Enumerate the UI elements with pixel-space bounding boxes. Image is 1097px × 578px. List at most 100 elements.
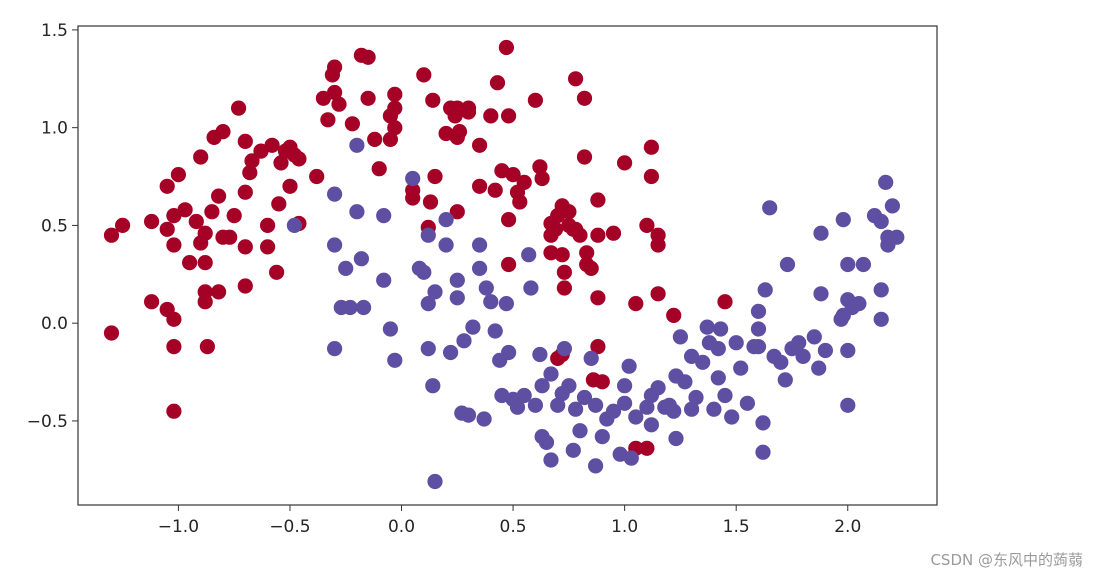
scatter-point-class-0: [182, 255, 198, 271]
scatter-point-class-0: [590, 227, 606, 243]
scatter-point-class-1: [338, 260, 354, 276]
scatter-point-class-0: [103, 325, 120, 341]
scatter-point-class-0: [666, 307, 682, 323]
x-axis: −1.0 −0.5 0.0 0.5 1.0 1.5 2.0: [158, 505, 861, 537]
scatter-point-class-1: [699, 319, 715, 335]
y-tick-label: −0.5: [27, 412, 68, 432]
scatter-point-class-1: [534, 378, 550, 394]
scatter-point-class-1: [478, 280, 494, 296]
scatter-point-class-1: [572, 423, 588, 439]
scatter-point-class-1: [617, 395, 633, 411]
scatter-point-class-0: [222, 229, 238, 245]
scatter-point-class-1: [472, 260, 488, 276]
scatter-point-class-1: [543, 452, 559, 468]
scatter-point-class-0: [166, 339, 182, 355]
scatter-point-class-1: [327, 186, 343, 202]
scatter-point-class-1: [688, 389, 704, 406]
scatter-point-class-0: [144, 294, 160, 310]
scatter-point-class-1: [501, 344, 517, 361]
scatter-point-class-1: [777, 372, 793, 388]
scatter-point-class-1: [527, 397, 544, 413]
scatter-point-class-1: [387, 352, 403, 368]
scatter-point-class-1: [443, 344, 459, 361]
scatter-point-class-0: [204, 204, 220, 220]
scatter-point-class-0: [498, 39, 514, 56]
scatter-point-class-1: [498, 296, 514, 312]
scatter-point-class-0: [512, 194, 528, 210]
scatter-point-class-1: [750, 339, 767, 355]
scatter-point-class-1: [588, 397, 604, 413]
scatter-point-class-1: [487, 323, 503, 339]
scatter-point-class-1: [739, 395, 756, 411]
scatter-point-class-0: [159, 178, 175, 194]
scatter-point-class-1: [813, 286, 829, 302]
scatter-point-class-0: [244, 153, 260, 169]
scatter-point-class-1: [594, 429, 610, 445]
scatter-point-class-1: [472, 237, 488, 253]
scatter-point-class-0: [590, 192, 606, 208]
scatter-point-class-0: [237, 239, 253, 255]
scatter-point-class-1: [878, 174, 894, 190]
scatter-point-class-0: [159, 221, 175, 237]
scatter-point-class-0: [197, 255, 213, 271]
scatter-point-class-0: [572, 227, 588, 243]
y-axis: −0.5 0.0 0.5 1.0 1.5: [27, 21, 78, 432]
scatter-point-class-0: [556, 264, 573, 280]
scatter-point-class-1: [873, 213, 889, 230]
scatter-point-class-1: [543, 366, 559, 382]
scatter-point-class-1: [813, 225, 829, 241]
scatter-point-class-0: [556, 280, 573, 296]
scatter-point-class-1: [811, 360, 827, 376]
scatter-point-class-1: [449, 272, 465, 288]
scatter-point-class-1: [757, 282, 773, 298]
scatter-point-class-0: [331, 96, 347, 112]
scatter-point-class-1: [724, 409, 740, 425]
y-tick-label: 0.5: [41, 216, 68, 236]
scatter-point-class-1: [617, 378, 633, 394]
scatter-point-class-1: [438, 237, 454, 253]
y-tick-label: 1.5: [41, 21, 68, 41]
scatter-point-class-0: [273, 155, 289, 171]
scatter-point-class-0: [451, 124, 468, 140]
scatter-point-class-1: [706, 401, 722, 417]
watermark: CSDN @东风中的蒟蒻: [930, 551, 1083, 569]
scatter-point-class-1: [356, 299, 372, 316]
scatter-point-class-1: [717, 387, 733, 404]
scatter-point-class-1: [465, 319, 481, 335]
scatter-point-class-0: [534, 170, 550, 187]
scatter-point-class-0: [532, 159, 548, 175]
scatter-point-class-0: [237, 184, 253, 200]
scatter-point-class-1: [639, 399, 655, 415]
scatter-point-class-1: [733, 360, 749, 376]
scatter-point-class-0: [628, 296, 644, 312]
scatter-point-class-1: [538, 434, 555, 450]
scatter-point-class-0: [579, 245, 595, 261]
scatter-point-class-0: [639, 217, 655, 233]
y-tick-label: 0.0: [41, 314, 68, 334]
scatter-point-class-1: [713, 321, 729, 337]
scatter-point-class-1: [728, 335, 744, 351]
scatter-point-class-1: [710, 341, 726, 357]
scatter-point-class-1: [509, 399, 526, 415]
scatter-point-class-1: [889, 229, 905, 245]
scatter-point-class-1: [668, 430, 684, 447]
scatter-point-class-1: [755, 415, 771, 431]
scatter-point-class-0: [320, 112, 336, 128]
scatter-point-class-0: [144, 213, 160, 230]
scatter-point-class-1: [795, 348, 811, 364]
scatter-point-class-0: [327, 59, 343, 75]
scatter-point-class-0: [583, 260, 599, 276]
scatter-point-class-0: [188, 213, 204, 230]
scatter-point-class-0: [643, 168, 660, 185]
scatter-point-class-0: [344, 116, 360, 132]
scatter-point-class-0: [367, 131, 383, 147]
scatter-point-class-0: [639, 440, 655, 456]
scatter-point-class-0: [211, 284, 227, 300]
scatter-point-class-0: [260, 239, 276, 255]
scatter-point-class-1: [835, 212, 851, 228]
scatter-point-class-0: [315, 90, 331, 106]
scatter-point-class-1: [438, 212, 454, 228]
scatter-point-class-0: [197, 294, 213, 310]
scatter-point-class-0: [166, 403, 182, 419]
